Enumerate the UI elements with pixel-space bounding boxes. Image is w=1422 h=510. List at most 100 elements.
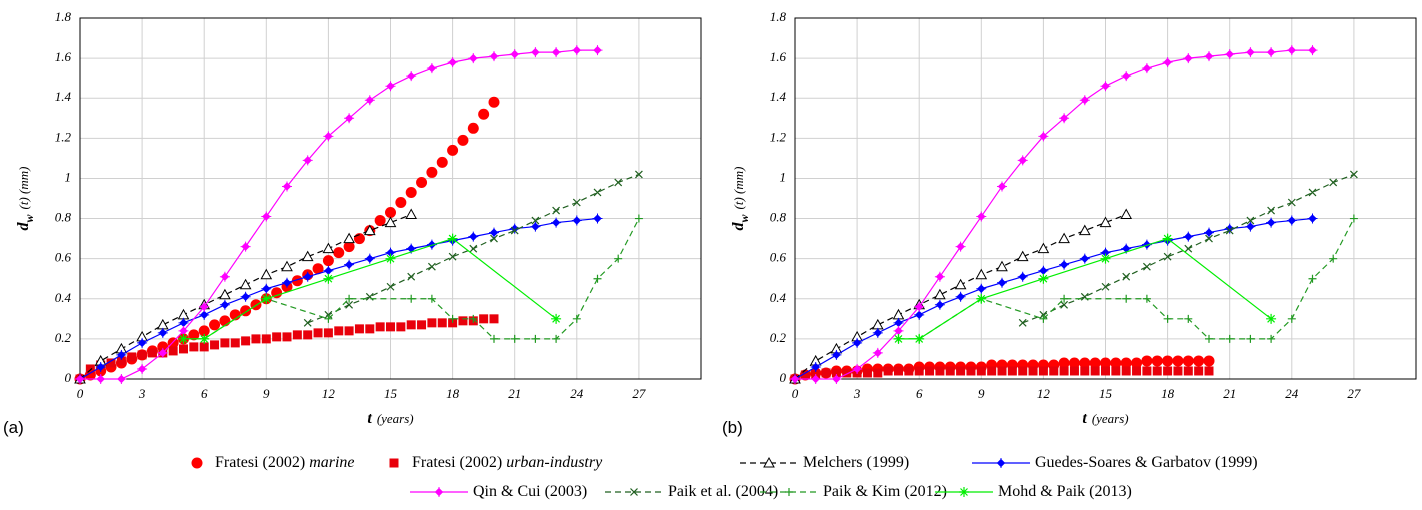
y-tick-label: 0.2 xyxy=(55,330,72,345)
point xyxy=(116,356,126,366)
y-tick-label: 1.8 xyxy=(55,9,72,24)
point xyxy=(1060,294,1069,303)
point xyxy=(426,166,438,178)
point xyxy=(1163,366,1173,376)
plot-frame xyxy=(794,17,1417,380)
point xyxy=(1204,51,1214,62)
point xyxy=(448,314,457,323)
point xyxy=(1225,334,1234,343)
point xyxy=(872,347,883,358)
point xyxy=(1141,355,1153,367)
point xyxy=(282,332,292,342)
point xyxy=(1101,282,1110,291)
point xyxy=(302,155,313,166)
point xyxy=(976,366,986,376)
y-label-subscript: w xyxy=(737,213,751,222)
point xyxy=(1131,357,1143,369)
legend-item: Paik et al. (2004) xyxy=(605,483,778,500)
point xyxy=(1078,224,1091,236)
point xyxy=(593,188,602,197)
point xyxy=(406,320,416,330)
point xyxy=(976,211,987,222)
x-label-unit: (years) xyxy=(1092,411,1129,426)
point xyxy=(1308,188,1317,197)
legend-name: Fratesi (2002) xyxy=(412,454,502,471)
point xyxy=(1120,357,1132,369)
point xyxy=(468,53,479,64)
point xyxy=(1110,357,1122,369)
point xyxy=(1079,253,1090,264)
point xyxy=(303,318,312,327)
point xyxy=(179,344,188,354)
legend-label: Paik & Kim (2012) xyxy=(823,483,947,500)
point xyxy=(1329,178,1338,187)
point xyxy=(85,364,95,374)
point xyxy=(405,186,417,198)
point xyxy=(469,244,478,253)
point xyxy=(282,277,292,288)
point xyxy=(1090,366,1100,376)
point xyxy=(1141,63,1152,74)
point xyxy=(1060,300,1069,309)
point xyxy=(1172,355,1184,367)
point xyxy=(437,318,447,328)
point xyxy=(1152,366,1162,376)
legend-item: Paik & Kim (2012) xyxy=(760,483,947,500)
point xyxy=(1163,314,1172,323)
point xyxy=(914,301,925,312)
x-tick-label: 6 xyxy=(201,386,208,401)
point xyxy=(147,348,157,358)
y-tick-label: 1.6 xyxy=(770,49,787,64)
point xyxy=(955,241,966,252)
point xyxy=(1101,366,1110,376)
x-tick-label: 3 xyxy=(138,386,146,401)
point xyxy=(1173,366,1183,376)
x-label-unit: (years) xyxy=(377,411,414,426)
point xyxy=(997,277,1007,288)
x-tick-label: 9 xyxy=(978,386,985,401)
point xyxy=(291,275,303,287)
point xyxy=(810,374,821,384)
point xyxy=(1080,366,1090,376)
x-tick-label: 15 xyxy=(1099,386,1113,401)
x-tick-label: 6 xyxy=(916,386,923,401)
point xyxy=(209,319,221,331)
point xyxy=(127,352,137,362)
x-tick-label: 9 xyxy=(263,386,270,401)
point xyxy=(396,322,406,332)
point xyxy=(914,333,925,344)
x-label-symbol: t xyxy=(367,410,372,427)
point xyxy=(614,178,623,187)
point xyxy=(426,63,437,74)
point xyxy=(1182,355,1194,367)
point xyxy=(417,320,427,330)
point xyxy=(240,241,251,252)
series-line xyxy=(898,237,1272,340)
point xyxy=(364,95,375,106)
legend-item: Fratesi (2002) marine xyxy=(191,454,355,471)
point xyxy=(334,326,344,336)
legend-item: Mohd & Paik (2013) xyxy=(935,483,1132,500)
point xyxy=(551,313,562,324)
point xyxy=(323,328,333,338)
point xyxy=(1184,314,1193,323)
point xyxy=(800,370,810,380)
point xyxy=(1287,198,1296,207)
point xyxy=(1100,253,1111,264)
point xyxy=(852,363,863,374)
y-tick-label: 1.2 xyxy=(770,129,787,144)
y-tick-label: 1 xyxy=(65,169,72,184)
series-line xyxy=(795,49,1313,380)
legend-name: Paik & Kim (2012) xyxy=(823,483,947,500)
point xyxy=(1100,357,1111,369)
y-tick-label: 1.6 xyxy=(55,49,72,64)
point xyxy=(448,252,457,261)
point xyxy=(592,45,603,56)
point xyxy=(531,334,540,343)
point xyxy=(323,273,334,284)
point xyxy=(458,316,468,326)
x-tick-label: 12 xyxy=(322,386,336,401)
point xyxy=(893,333,904,344)
point xyxy=(1016,250,1029,262)
point xyxy=(427,318,437,328)
